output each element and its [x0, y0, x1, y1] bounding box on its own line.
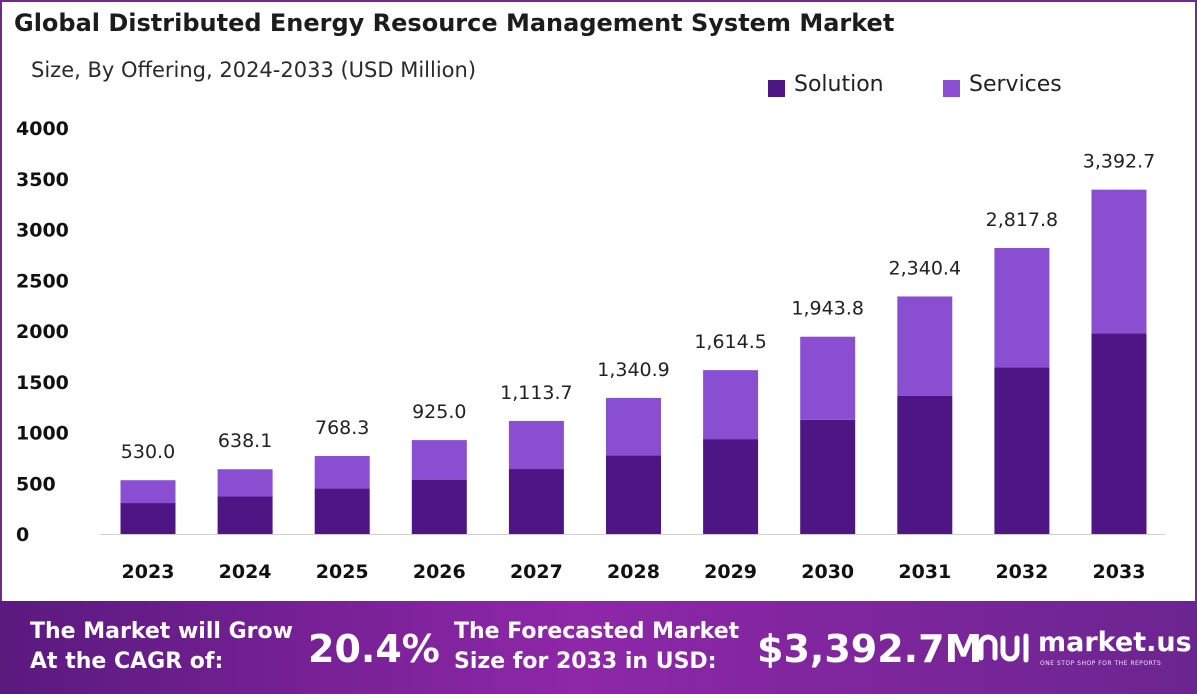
legend-label-solution: Solution [794, 72, 884, 97]
x-tick-label: 2030 [801, 561, 854, 583]
logo-tagline: ONE STOP SHOP FOR THE REPORTS [1040, 660, 1162, 667]
bar-services-2029 [703, 370, 759, 440]
chart-subtitle: Size, By Offering, 2024-2033 (USD Millio… [31, 58, 477, 82]
bar-solution-2028 [606, 455, 661, 534]
y-tick-label: 1000 [16, 423, 69, 445]
bar-services-2033 [1091, 189, 1147, 334]
bar-solution-2024 [217, 496, 273, 534]
y-tick-label: 3500 [16, 169, 69, 191]
x-tick-label: 2033 [1093, 561, 1146, 583]
bar-services-2026 [411, 440, 467, 480]
x-tick-label: 2023 [122, 561, 175, 583]
bar-solution-2032 [994, 367, 1050, 534]
bar-services-2024 [217, 469, 273, 497]
bar-services-2023 [120, 480, 176, 504]
y-tick-label: 4000 [16, 118, 69, 140]
forecast-label-line1: The Forecasted Market [454, 619, 740, 644]
bar-solution-2029 [703, 439, 759, 534]
x-tick-label: 2025 [316, 561, 369, 583]
y-tick-label: 1500 [16, 372, 69, 394]
cagr-label: The Market will Grow At the CAGR of: [30, 617, 293, 677]
x-tick-label: 2029 [704, 561, 757, 583]
bar-chart: 0 500 1000 1500 2000 2500 3000 3500 4000 530.0 202… [16, 118, 1165, 583]
forecast-value: $3,392.7M [757, 627, 983, 671]
bar-solution-2023 [120, 503, 176, 534]
x-tick-label: 2026 [413, 561, 466, 583]
data-label-total: 1,113.7 [500, 382, 573, 404]
data-label-total: 2,340.4 [889, 257, 962, 279]
x-tick-label: 2032 [995, 561, 1048, 583]
market-us-logo-icon [978, 633, 1029, 663]
y-tick-label: 2000 [16, 321, 69, 343]
legend-swatch-services [943, 80, 960, 97]
bar-solution-2026 [411, 479, 467, 534]
cagr-label-line1: The Market will Grow [30, 619, 293, 644]
y-tick-label: 500 [16, 473, 56, 495]
bar-services-2025 [314, 456, 370, 489]
legend-swatch-solution [768, 80, 785, 97]
forecast-label-line2: Size for 2033 in USD: [454, 649, 717, 674]
data-label-total: 530.0 [121, 441, 175, 463]
bar-services-2031 [897, 296, 953, 396]
bar-solution-2030 [800, 419, 856, 534]
forecast-label: The Forecasted Market Size for 2033 in U… [454, 617, 739, 677]
bar-solution-2031 [897, 395, 953, 534]
bar-services-2030 [800, 336, 856, 420]
bar-services-2032 [994, 247, 1050, 368]
cagr-label-line2: At the CAGR of: [30, 649, 224, 674]
data-label-total: 1,340.9 [597, 359, 670, 381]
cagr-value: 20.4% [308, 627, 440, 671]
bar-solution-2027 [508, 469, 564, 534]
legend-label-services: Services [969, 72, 1062, 97]
data-label-total: 925.0 [412, 401, 466, 423]
data-label-total: 3,392.7 [1083, 151, 1156, 173]
data-label-total: 1,614.5 [694, 331, 767, 353]
data-label-total: 768.3 [315, 417, 369, 439]
x-tick-label: 2027 [510, 561, 563, 583]
bar-services-2027 [508, 420, 564, 470]
x-tick-label: 2028 [607, 561, 660, 583]
x-tick-label: 2031 [898, 561, 951, 583]
bar-services-2028 [606, 397, 661, 456]
chart-title: Global Distributed Energy Resource Manag… [14, 9, 895, 37]
y-tick-label: 3000 [16, 220, 69, 242]
summary-banner: The Market will Grow At the CAGR of: 20.… [0, 601, 1197, 694]
x-tick-label: 2024 [219, 561, 272, 583]
y-tick-label: 2500 [16, 270, 69, 292]
data-label-total: 638.1 [218, 430, 272, 452]
y-tick-label: 0 [16, 524, 29, 546]
logo-name: market.us [1038, 627, 1192, 658]
data-label-total: 2,817.8 [986, 209, 1059, 231]
bar-solution-2025 [314, 488, 370, 534]
bar-solution-2033 [1091, 333, 1147, 534]
data-label-total: 1,943.8 [791, 298, 864, 320]
